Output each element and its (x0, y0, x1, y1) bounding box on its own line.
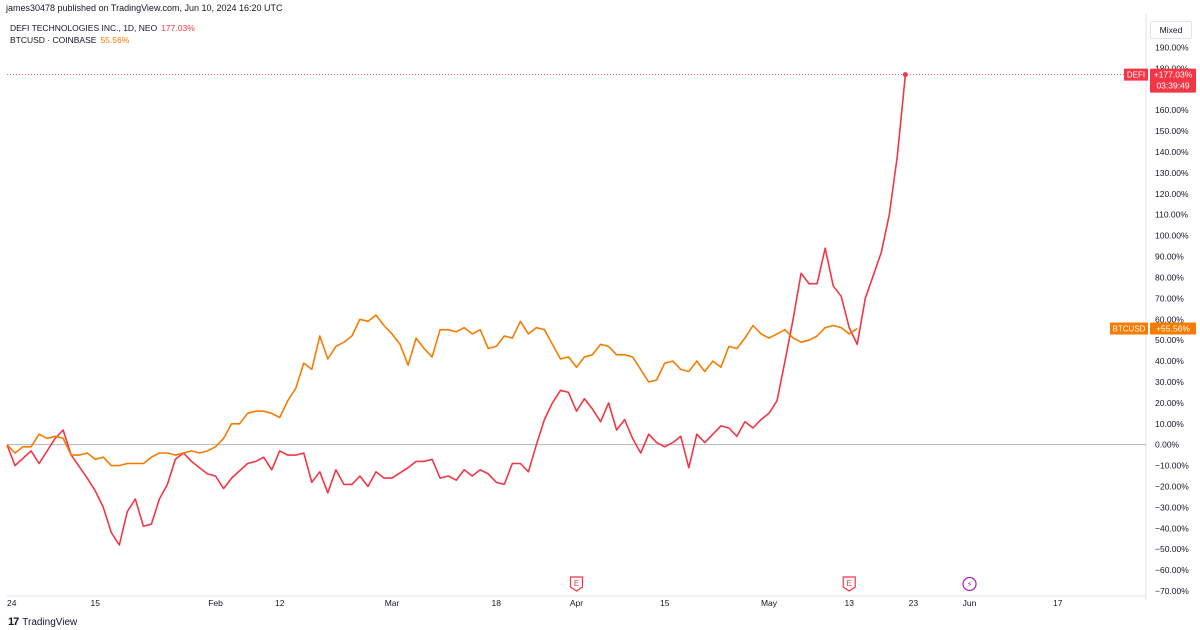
publish-info: james30478 published on TradingView.com,… (6, 3, 283, 13)
y-tick-label: −60.00% (1155, 565, 1189, 575)
y-tick-label: 150.00% (1155, 126, 1189, 136)
earnings-marker-icon (569, 576, 584, 592)
earnings-marker-label: E (574, 579, 579, 588)
x-tick-label: 15 (90, 598, 100, 608)
tradingview-logo-icon: 17 (8, 616, 19, 628)
legend-btc-value: 55.56% (100, 35, 130, 45)
y-tick-label: 110.00% (1155, 210, 1188, 220)
x-tick-label: 18 (492, 598, 502, 608)
y-tick-label: 90.00% (1155, 252, 1184, 262)
y-tick-label: −40.00% (1155, 523, 1189, 533)
y-tick-label: 0.00% (1155, 440, 1180, 450)
defi-name-tag (1124, 68, 1148, 81)
defi-value-tag-text: +177.03% (1154, 70, 1193, 80)
defi-last-point (902, 72, 908, 78)
x-tick-label: May (761, 598, 778, 608)
y-tick-label: 10.00% (1155, 419, 1184, 429)
x-tick-label: 23 (909, 598, 919, 608)
y-tick-label: 160.00% (1155, 105, 1189, 115)
legend-btc-name: BTCUSD · COINBASE (10, 35, 97, 45)
earnings-marker-icon (842, 576, 856, 592)
y-tick-label: 130.00% (1155, 168, 1189, 178)
footer-brand-name: TradingView (22, 616, 78, 628)
btc-value-tag-text: +55.56% (1156, 324, 1190, 334)
y-tick-label: 20.00% (1155, 398, 1184, 408)
y-tick-label: 40.00% (1155, 356, 1184, 366)
x-tick-label: Mar (385, 598, 400, 608)
legend-row-defi[interactable]: DEFI TECHNOLOGIES INC., 1D, NEO 177.03% (10, 22, 195, 34)
y-tick-label: 50.00% (1155, 335, 1184, 345)
defi-countdown-text: 03:39:49 (1156, 81, 1189, 91)
y-tick-label: 120.00% (1155, 189, 1189, 199)
btc-name-tag-text: BTCUSD (1113, 325, 1146, 334)
x-tick-label: 15 (660, 598, 670, 608)
y-tick-label: 180.00% (1155, 63, 1189, 73)
y-tick-label: −30.00% (1155, 502, 1189, 512)
x-tick-label: 13 (844, 598, 854, 608)
y-tick-label: 190.00% (1155, 43, 1189, 53)
footer-brand: 17 TradingView (8, 616, 77, 628)
defi-value-tag (1150, 68, 1196, 93)
legend-defi-value: 177.03% (161, 23, 195, 33)
y-tick-label: 70.00% (1155, 293, 1184, 303)
y-tick-label: −10.00% (1155, 461, 1189, 471)
y-tick-label: −20.00% (1155, 481, 1189, 491)
split-marker-icon (962, 576, 977, 592)
x-tick-label: Jun (963, 598, 977, 608)
y-tick-label: 80.00% (1155, 272, 1184, 282)
y-tick-label: 100.00% (1155, 231, 1189, 241)
x-tick-label: 12 (275, 598, 285, 608)
scale-mode-button[interactable]: Mixed (1150, 21, 1192, 39)
y-tick-label: −50.00% (1155, 544, 1189, 554)
x-tick-label: 17 (1053, 598, 1063, 608)
y-tick-label: 140.00% (1155, 147, 1189, 157)
y-tick-label: 30.00% (1155, 377, 1184, 387)
earnings-marker-label: E (847, 579, 852, 588)
chart-legend: DEFI TECHNOLOGIES INC., 1D, NEO 177.03% B… (10, 22, 195, 46)
btc-value-tag (1150, 322, 1196, 335)
y-tick-label: 60.00% (1155, 314, 1184, 324)
legend-defi-name: DEFI TECHNOLOGIES INC., 1D, NEO (10, 23, 158, 33)
x-tick-label: 24 (7, 598, 17, 608)
defi-name-tag-text: DEFI (1127, 71, 1145, 80)
x-tick-label: Feb (208, 598, 223, 608)
series-line-defi (6, 74, 907, 546)
y-tick-label: −70.00% (1155, 586, 1189, 596)
split-marker-label: ⚡ (967, 580, 973, 589)
btc-name-tag (1110, 322, 1148, 335)
series-line-btcusd (6, 314, 858, 467)
x-tick-label: Apr (570, 598, 583, 608)
legend-row-btc[interactable]: BTCUSD · COINBASE 55.56% (10, 34, 195, 46)
